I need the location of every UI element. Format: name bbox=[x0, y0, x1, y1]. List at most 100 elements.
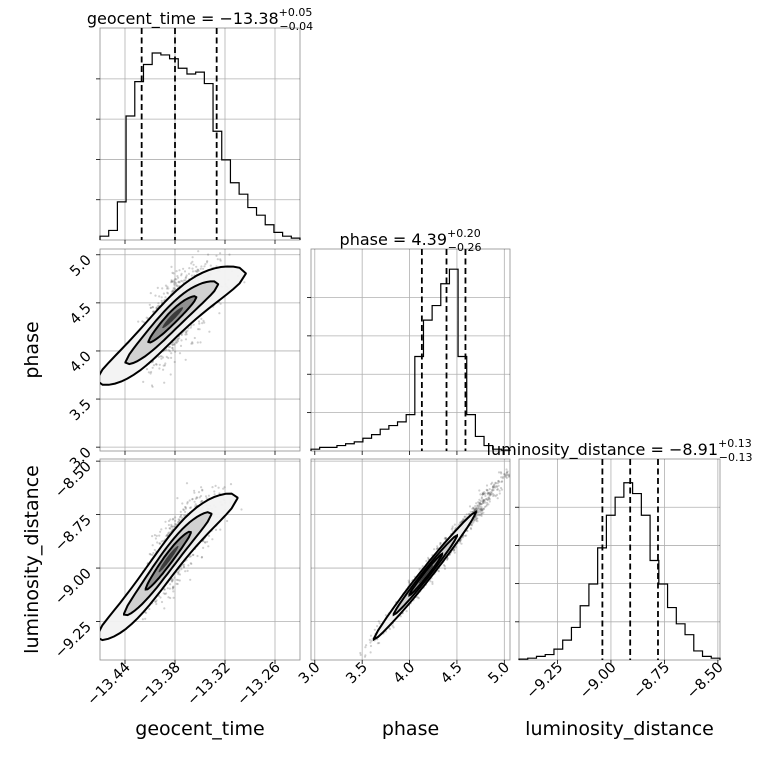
sample-point bbox=[436, 545, 439, 548]
sample-point bbox=[226, 519, 229, 523]
sample-point bbox=[183, 279, 186, 282]
sample-point bbox=[481, 493, 484, 496]
sample-point bbox=[163, 381, 166, 384]
sample-point bbox=[152, 364, 156, 367]
sample-point bbox=[191, 270, 195, 273]
sample-point bbox=[165, 534, 168, 538]
sample-point bbox=[175, 582, 178, 585]
sample-point bbox=[153, 548, 156, 552]
sample-point bbox=[488, 492, 492, 496]
sample-point bbox=[369, 634, 373, 637]
sample-point bbox=[189, 326, 192, 329]
sample-point bbox=[477, 504, 480, 507]
sample-point bbox=[213, 493, 216, 496]
sample-point bbox=[369, 651, 372, 654]
sample-point bbox=[164, 520, 167, 523]
sample-point bbox=[488, 497, 491, 500]
sample-point bbox=[483, 505, 487, 508]
sample-point bbox=[154, 600, 157, 603]
title-minus-luminosity_distance: −0.13 bbox=[719, 451, 753, 464]
sample-point bbox=[158, 295, 161, 298]
sample-point bbox=[365, 644, 368, 647]
sample-point bbox=[475, 502, 478, 505]
sample-point bbox=[177, 518, 180, 521]
sample-point bbox=[148, 607, 151, 611]
sample-point bbox=[165, 348, 168, 352]
sample-point bbox=[219, 252, 222, 255]
sample-point bbox=[491, 486, 494, 489]
sample-point bbox=[145, 611, 148, 615]
sample-point bbox=[162, 364, 165, 367]
sample-point bbox=[157, 355, 160, 359]
sample-point bbox=[175, 339, 178, 342]
sample-point bbox=[191, 498, 194, 501]
sample-point bbox=[175, 578, 178, 581]
sample-point bbox=[180, 568, 183, 571]
sample-point bbox=[478, 503, 481, 506]
sample-point bbox=[187, 564, 190, 567]
sample-point bbox=[197, 268, 200, 271]
sample-point bbox=[483, 498, 486, 501]
sample-point bbox=[476, 514, 479, 517]
sample-point bbox=[477, 506, 480, 509]
sample-point bbox=[180, 279, 183, 282]
sample-point bbox=[217, 486, 220, 489]
sample-point bbox=[475, 507, 478, 510]
sample-point bbox=[167, 523, 170, 527]
sample-point bbox=[205, 261, 209, 264]
sample-point bbox=[485, 498, 488, 501]
sample-point bbox=[204, 541, 207, 544]
sample-point bbox=[201, 489, 204, 492]
sample-point bbox=[416, 596, 419, 599]
title-plus-geocent_time: +0.05 bbox=[279, 6, 313, 19]
sample-point bbox=[177, 573, 180, 576]
sample-point bbox=[472, 507, 475, 510]
sample-point bbox=[160, 540, 163, 543]
sample-point bbox=[190, 562, 193, 566]
sample-point bbox=[173, 343, 176, 346]
sample-point bbox=[177, 571, 180, 574]
sample-point bbox=[149, 306, 152, 309]
sample-point bbox=[152, 551, 155, 555]
sample-point bbox=[479, 509, 482, 512]
sample-point bbox=[196, 268, 199, 271]
sample-point bbox=[174, 278, 177, 281]
sample-point bbox=[201, 488, 204, 491]
sample-point bbox=[167, 596, 170, 599]
sample-point bbox=[461, 536, 464, 539]
sample-point bbox=[191, 342, 194, 345]
sample-point bbox=[459, 539, 462, 542]
sample-point bbox=[184, 279, 187, 282]
sample-point bbox=[171, 343, 174, 346]
sample-point bbox=[485, 503, 489, 506]
sample-point bbox=[177, 520, 180, 524]
sample-point bbox=[480, 496, 483, 499]
sample-point bbox=[483, 499, 486, 502]
sample-point bbox=[174, 350, 177, 353]
sample-point bbox=[485, 505, 488, 508]
sample-point bbox=[170, 525, 173, 528]
contour-level-4-scatter-geocent_time-vs-luminosity_distance bbox=[158, 546, 179, 573]
sample-point bbox=[160, 357, 163, 360]
sample-point bbox=[482, 500, 485, 503]
sample-point bbox=[471, 507, 474, 510]
sample-point bbox=[488, 500, 491, 503]
sample-point bbox=[451, 527, 454, 530]
sample-point bbox=[151, 553, 154, 557]
sample-point bbox=[175, 278, 178, 281]
sample-point bbox=[171, 347, 174, 350]
sample-point bbox=[159, 596, 162, 599]
sample-point bbox=[484, 492, 487, 495]
sample-point bbox=[452, 549, 455, 552]
sample-point bbox=[167, 287, 170, 290]
sample-point bbox=[480, 505, 483, 508]
sample-point bbox=[505, 468, 508, 471]
sample-point bbox=[169, 518, 172, 521]
sample-point bbox=[162, 292, 165, 295]
sample-point bbox=[149, 306, 152, 309]
sample-point bbox=[209, 264, 212, 267]
sample-point bbox=[155, 306, 158, 309]
sample-point bbox=[191, 497, 194, 501]
sample-point bbox=[173, 360, 176, 364]
sample-point bbox=[137, 320, 140, 323]
